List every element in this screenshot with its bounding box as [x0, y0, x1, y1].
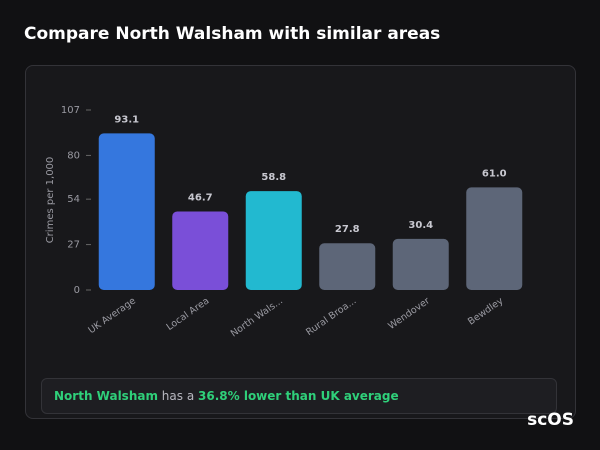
y-axis-label: Crimes per 1,000 — [45, 157, 56, 244]
x-tick-label: Wendover — [386, 295, 432, 332]
x-tick-label: UK Average — [86, 295, 138, 336]
summary-highlight: 36.8% lower than UK average — [198, 389, 399, 403]
y-tick-label: 80 — [67, 150, 80, 161]
y-tick-label: 27 — [67, 240, 80, 251]
y-tick-label: 54 — [67, 194, 80, 205]
bar — [245, 191, 302, 290]
summary: North Walsham has a 36.8% lower than UK … — [41, 378, 557, 414]
y-tick-label: 0 — [74, 285, 80, 296]
watermark: scOS — [527, 410, 574, 430]
summary-area: North Walsham — [54, 389, 158, 403]
value-label: 93.1 — [114, 114, 139, 125]
bar — [392, 238, 449, 290]
value-label: 27.8 — [335, 224, 360, 235]
bar — [319, 243, 376, 290]
bar — [98, 133, 155, 290]
value-label: 30.4 — [408, 220, 433, 231]
y-tick-label: 107 — [61, 105, 80, 116]
x-tick-label: North Wals... — [229, 295, 285, 339]
bar — [466, 187, 523, 290]
x-tick-label: Rural Broa... — [304, 295, 358, 338]
bar — [172, 211, 229, 290]
x-tick-label: Local Area — [165, 295, 212, 332]
value-label: 61.0 — [482, 168, 507, 179]
value-label: 58.8 — [261, 172, 286, 183]
summary-text: has a — [161, 389, 195, 403]
value-label: 46.7 — [188, 192, 213, 203]
x-tick-label: Bewdley — [466, 295, 506, 327]
page-title: Compare North Walsham with similar areas — [24, 24, 441, 44]
